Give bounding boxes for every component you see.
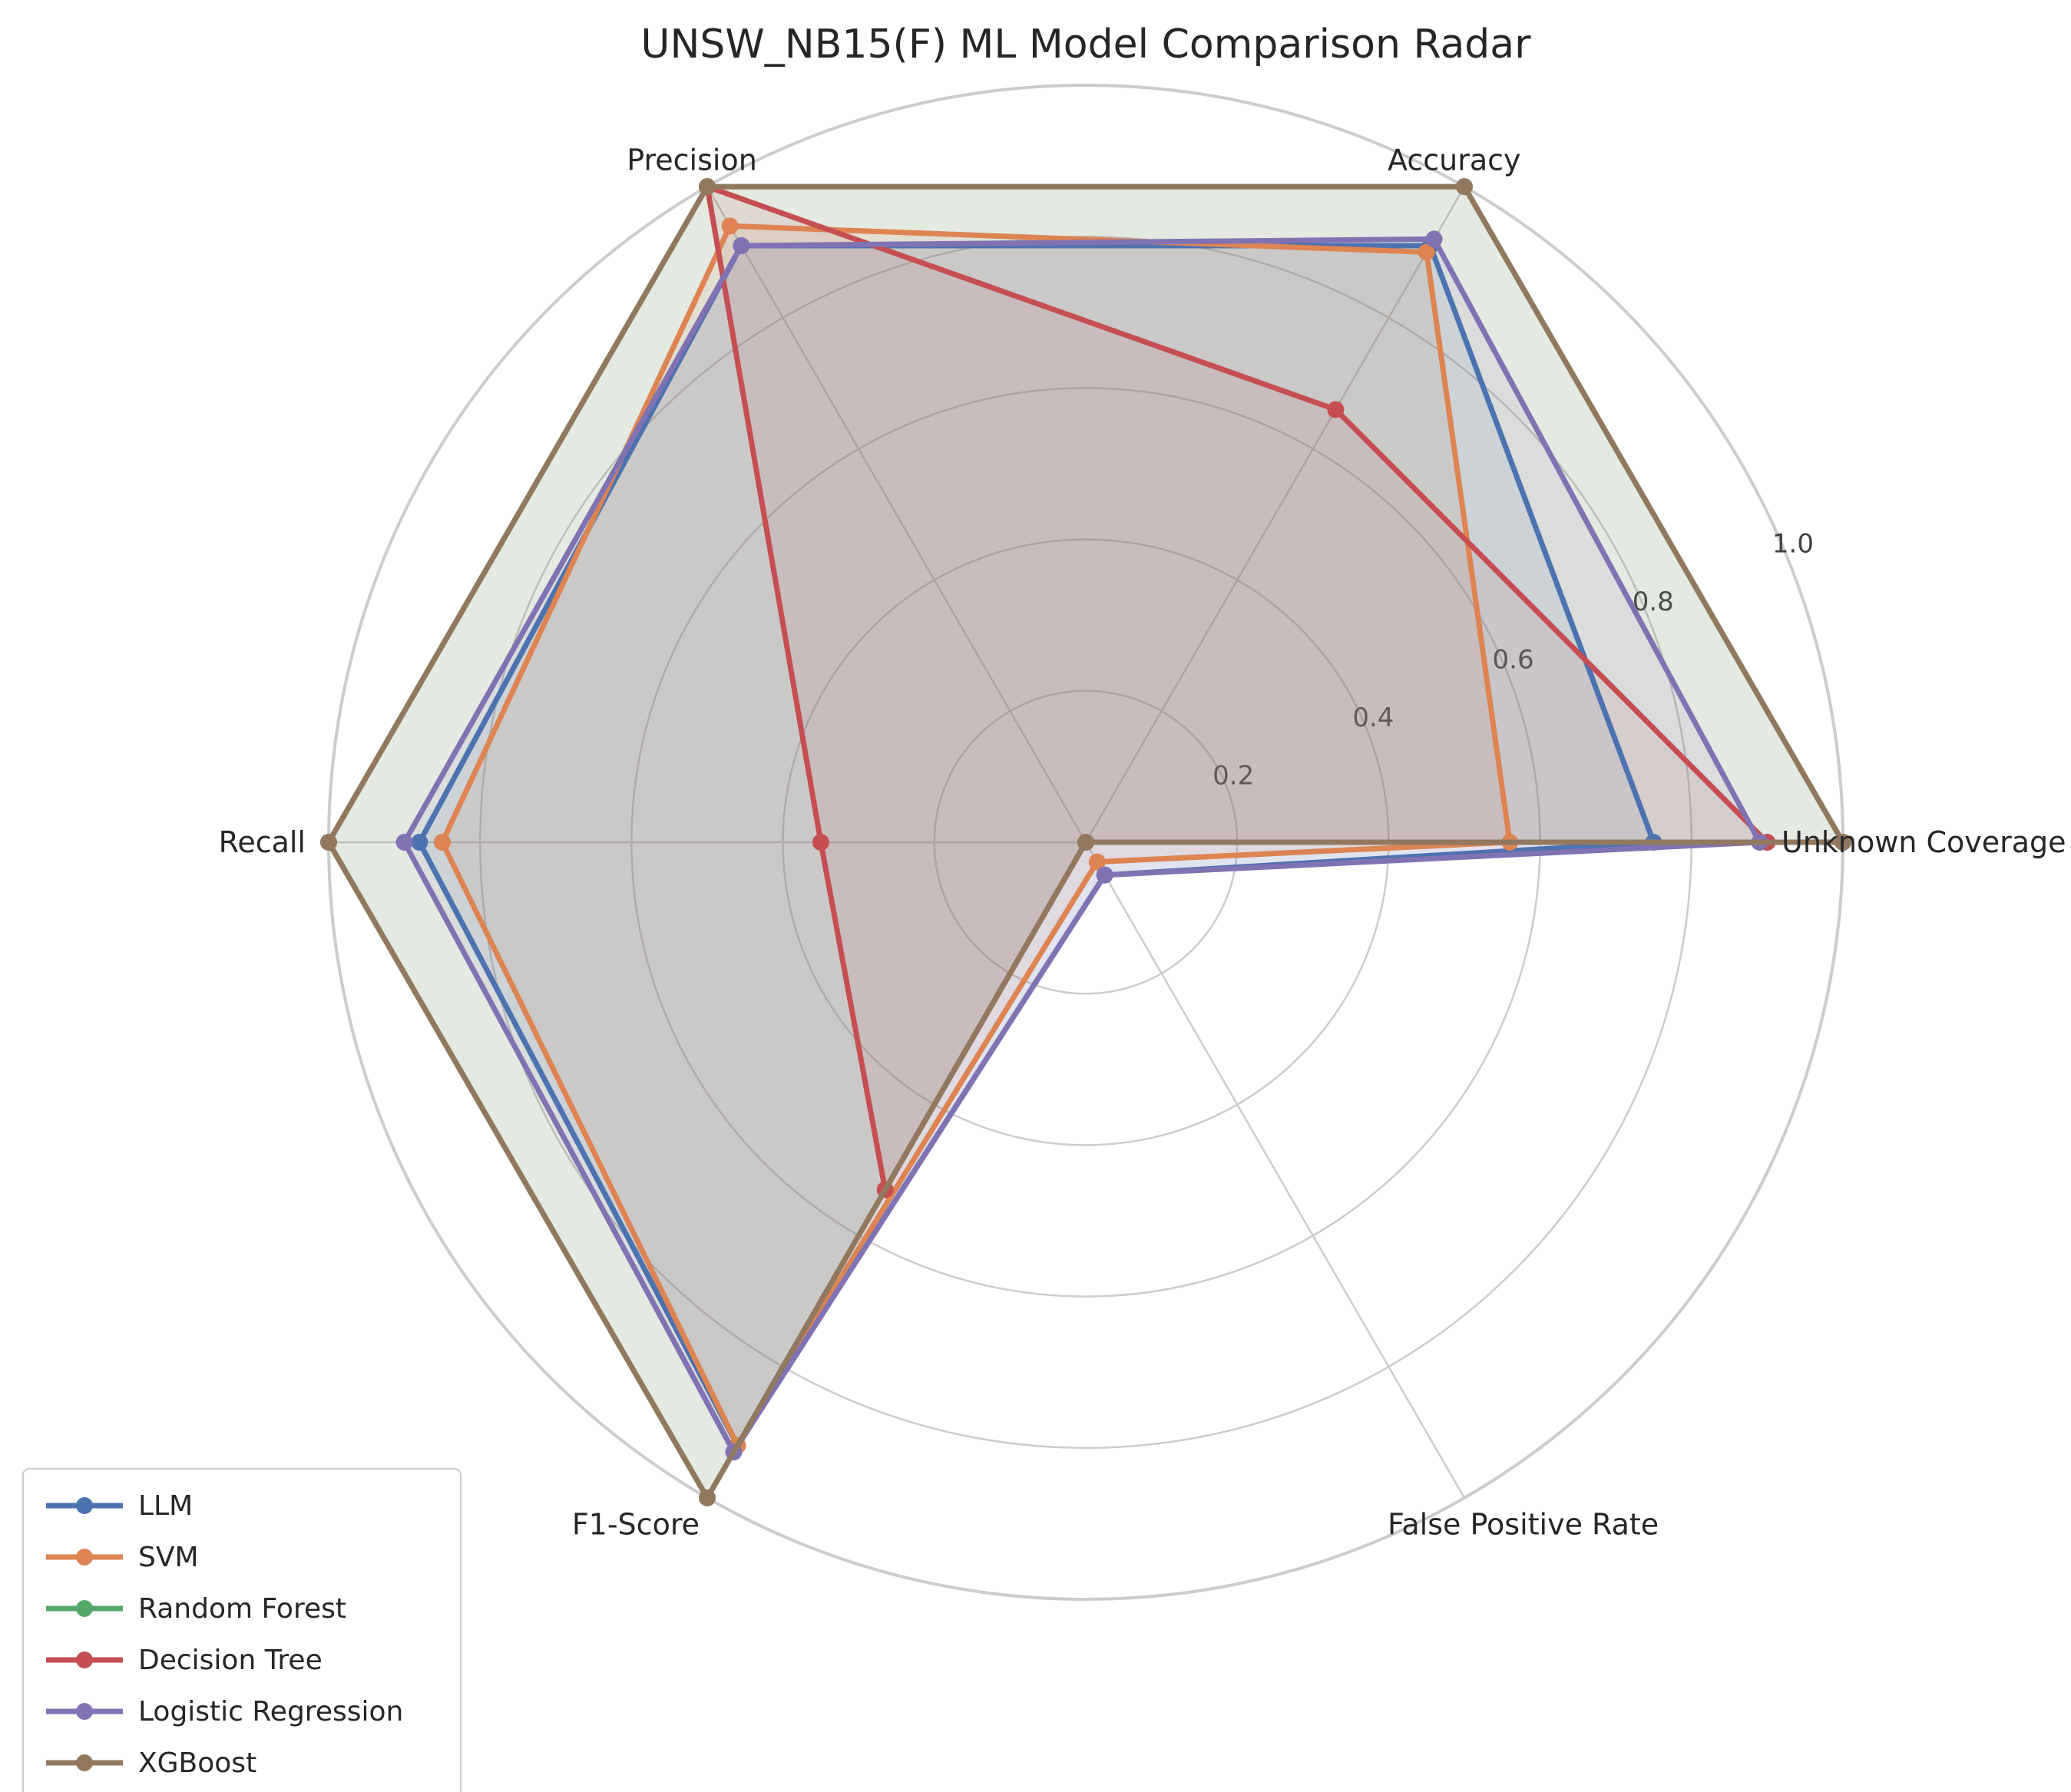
legend-label: LLM — [138, 1490, 193, 1522]
series-point — [699, 1489, 716, 1506]
legend-marker — [76, 1703, 93, 1720]
grid-spoke — [706, 186, 1087, 843]
radial-tick-label: 0.8 — [1633, 587, 1674, 617]
axis-label: Recall — [219, 825, 306, 859]
series-area — [419, 246, 1654, 1446]
legend-label: XGBoost — [138, 1747, 256, 1779]
legend-marker — [76, 1600, 93, 1617]
legend-marker — [76, 1651, 93, 1668]
series-point — [1088, 853, 1106, 871]
series-point — [733, 236, 750, 254]
series-point — [1327, 401, 1345, 418]
series-point — [433, 834, 451, 851]
axis-label: Unknown Coverage — [1782, 825, 2066, 859]
legend-label: Random Forest — [138, 1593, 346, 1625]
grid-spoke — [1084, 186, 1466, 843]
series-point — [395, 834, 413, 851]
series-point — [1077, 834, 1094, 851]
chart-title: UNSW_NB15(F) ML Model Comparison Radar — [640, 21, 1531, 68]
axis-label: Accuracy — [1388, 143, 1521, 177]
series-point — [812, 834, 829, 851]
radial-tick-label: 0.2 — [1212, 761, 1254, 792]
axis-label: False Positive Rate — [1388, 1508, 1659, 1542]
axis-label: Precision — [627, 143, 757, 177]
series-point — [721, 217, 739, 235]
legend-label: SVM — [138, 1542, 199, 1573]
series-point — [320, 834, 337, 851]
axis-label: F1-Score — [572, 1508, 700, 1542]
series-point — [1456, 178, 1473, 196]
radial-tick-label: 0.4 — [1352, 703, 1394, 733]
axis-labels: Unknown Coverage Accuracy Precision Recall F… — [219, 143, 2066, 1541]
legend-marker — [76, 1754, 93, 1771]
series-point — [1425, 230, 1443, 248]
series-layer — [320, 178, 1851, 1506]
legend-label: Decision Tree — [138, 1645, 323, 1676]
legend-label: Logistic Regression — [138, 1696, 403, 1728]
series-point — [1418, 243, 1435, 261]
series-point — [699, 178, 716, 196]
series-point — [1834, 834, 1851, 851]
radial-tick-label: 1.0 — [1772, 529, 1814, 560]
legend-frame — [22, 1468, 462, 1792]
series-area — [707, 187, 1768, 1190]
legend-marker — [76, 1497, 93, 1514]
series-point — [1096, 866, 1113, 884]
radial-tick-label: 0.6 — [1493, 645, 1534, 676]
legend: LLM SVM Random Forest Decision Tree Logistic… — [22, 1468, 462, 1792]
series-point — [411, 834, 428, 851]
legend-marker — [76, 1549, 93, 1566]
grid-spoke — [1084, 841, 1466, 1499]
series-area — [442, 226, 1510, 1446]
